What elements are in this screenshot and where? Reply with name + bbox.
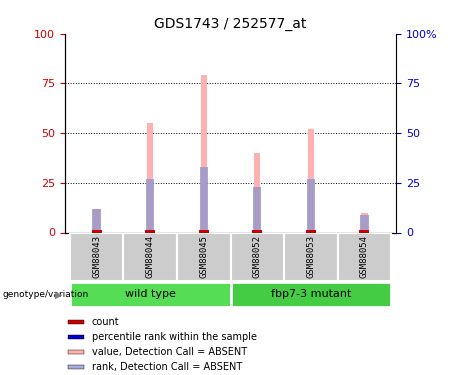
Bar [230,282,391,307]
Bar [253,187,261,232]
Text: value, Detection Call = ABSENT: value, Detection Call = ABSENT [92,347,247,357]
Text: GSM88054: GSM88054 [360,236,369,278]
Text: percentile rank within the sample: percentile rank within the sample [92,332,257,342]
Text: wild type: wild type [125,290,176,299]
Text: count: count [92,317,119,327]
Text: ▶: ▶ [55,290,62,299]
Bar [337,232,391,281]
Bar [360,214,368,232]
Bar [199,230,209,232]
Bar [177,232,230,281]
Bar [230,232,284,281]
Text: GSM88045: GSM88045 [199,236,208,278]
Bar [93,209,101,232]
Bar [68,365,84,369]
Bar [147,123,154,232]
Text: genotype/variation: genotype/variation [2,290,89,299]
Bar [359,230,369,232]
Text: GSM88053: GSM88053 [306,236,315,278]
Text: rank, Detection Call = ABSENT: rank, Detection Call = ABSENT [92,362,242,372]
Bar [306,230,316,232]
Bar [307,179,315,232]
Bar [200,167,208,232]
Bar [307,129,314,232]
Text: fbp7-3 mutant: fbp7-3 mutant [271,290,351,299]
Title: GDS1743 / 252577_at: GDS1743 / 252577_at [154,17,307,32]
Bar [361,213,367,232]
Bar [68,335,84,339]
Bar [201,75,207,232]
Bar [254,153,260,232]
Text: GSM88043: GSM88043 [92,236,101,278]
Bar [68,350,84,354]
Bar [92,230,102,232]
Bar [145,230,155,232]
Bar [70,232,124,281]
Text: GSM88052: GSM88052 [253,236,262,278]
Bar [68,320,84,324]
Bar [284,232,337,281]
Bar [94,209,100,232]
Bar [124,232,177,281]
Bar [146,179,154,232]
Bar [252,230,262,232]
Text: GSM88044: GSM88044 [146,236,155,278]
Bar [70,282,230,307]
